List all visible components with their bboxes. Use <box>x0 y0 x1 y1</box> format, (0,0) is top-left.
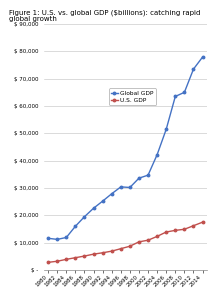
Line: Global GDP: Global GDP <box>47 56 204 241</box>
Legend: Global GDP, U.S. GDP: Global GDP, U.S. GDP <box>109 88 156 105</box>
Global GDP <box>110 192 113 196</box>
U.S. GDP <box>147 238 149 242</box>
Global GDP <box>47 236 49 240</box>
U.S. GDP <box>101 251 104 255</box>
U.S. GDP <box>156 235 158 238</box>
U.S. GDP <box>174 229 177 232</box>
Global GDP <box>165 128 167 131</box>
U.S. GDP <box>183 227 186 231</box>
U.S. GDP <box>201 220 204 224</box>
Global GDP <box>74 224 77 228</box>
Global GDP <box>201 55 204 59</box>
Line: U.S. GDP: U.S. GDP <box>47 221 204 264</box>
Text: Figure 1: U.S. vs. global GDP ($billions): catching rapid global growth: Figure 1: U.S. vs. global GDP ($billions… <box>9 9 200 22</box>
Global GDP <box>156 153 158 157</box>
U.S. GDP <box>165 230 167 234</box>
U.S. GDP <box>65 257 68 261</box>
U.S. GDP <box>83 254 86 258</box>
Global GDP <box>65 236 68 239</box>
U.S. GDP <box>56 260 58 263</box>
U.S. GDP <box>47 260 49 264</box>
U.S. GDP <box>129 244 131 248</box>
U.S. GDP <box>138 240 140 244</box>
U.S. GDP <box>119 247 122 250</box>
U.S. GDP <box>74 256 77 260</box>
Global GDP <box>101 199 104 203</box>
Global GDP <box>138 176 140 180</box>
Global GDP <box>129 186 131 189</box>
Global GDP <box>119 185 122 189</box>
Global GDP <box>192 67 195 71</box>
Global GDP <box>147 173 149 177</box>
U.S. GDP <box>92 252 95 256</box>
Global GDP <box>83 215 86 218</box>
U.S. GDP <box>192 224 195 227</box>
Global GDP <box>92 206 95 210</box>
Global GDP <box>56 238 58 241</box>
Global GDP <box>183 91 186 94</box>
Global GDP <box>174 94 177 98</box>
U.S. GDP <box>110 249 113 253</box>
